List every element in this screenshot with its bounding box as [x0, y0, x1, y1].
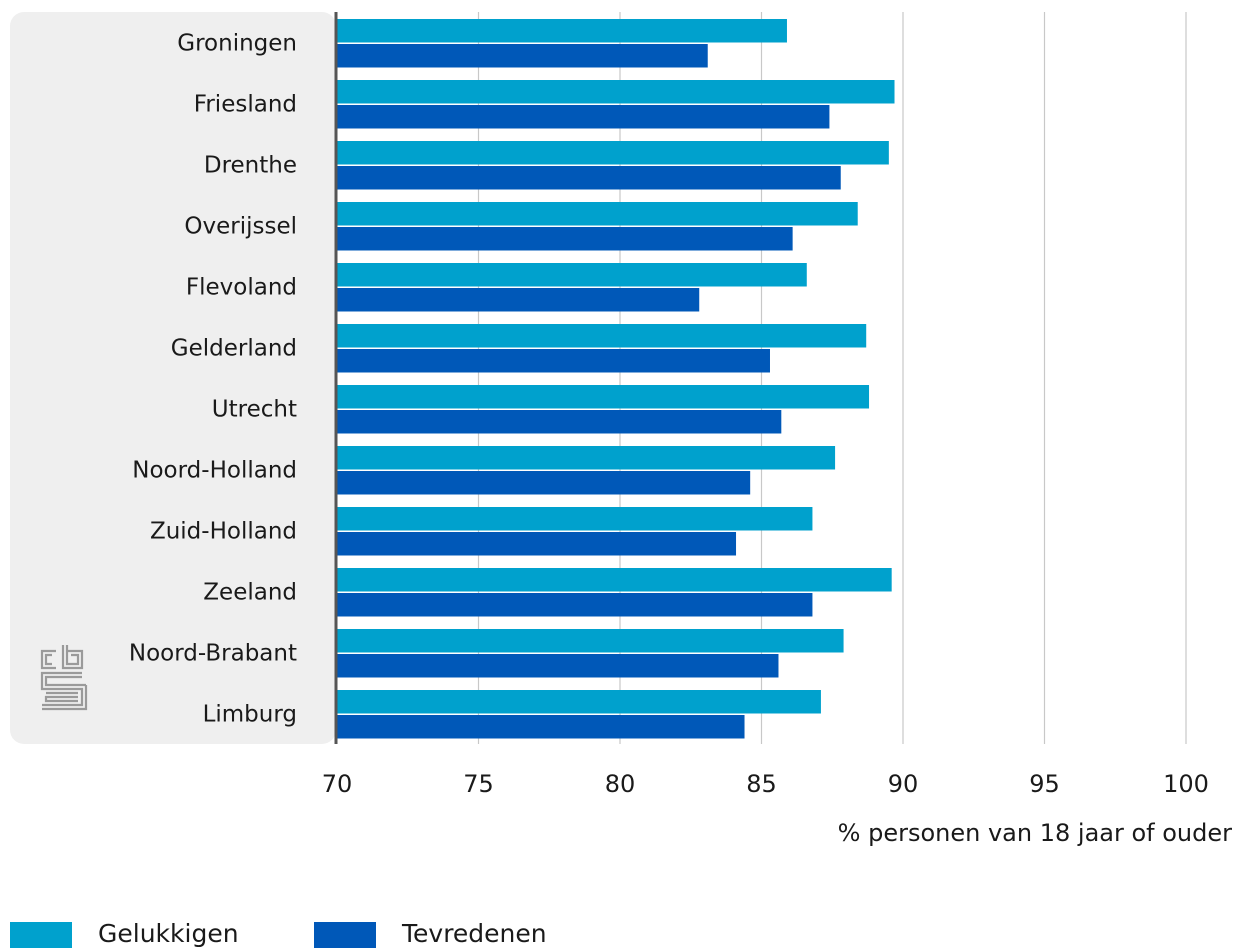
- x-tick-label: 70: [322, 770, 353, 798]
- bar-tevredenen-groningen: [337, 44, 708, 68]
- bar-gelukkigen-noord-holland: [337, 446, 836, 470]
- bar-gelukkigen-overijssel: [337, 202, 858, 226]
- bar-gelukkigen-drenthe: [337, 141, 889, 165]
- category-label-friesland: Friesland: [194, 92, 297, 118]
- bar-tevredenen-overijssel: [337, 227, 793, 251]
- bar-gelukkigen-limburg: [337, 690, 821, 714]
- category-label-zeeland: Zeeland: [203, 580, 297, 606]
- legend: Gelukkigen Tevredenen: [10, 919, 547, 948]
- category-label-panel: [10, 12, 336, 744]
- category-label-limburg: Limburg: [203, 702, 297, 728]
- bar-tevredenen-drenthe: [337, 166, 841, 190]
- category-label-zuid-holland: Zuid-Holland: [150, 519, 297, 545]
- category-label-flevoland: Flevoland: [186, 275, 297, 301]
- bar-gelukkigen-zuid-holland: [337, 507, 813, 531]
- legend-swatch-tevredenen: [314, 922, 376, 948]
- x-axis-title: % personen van 18 jaar of ouder: [838, 819, 1232, 847]
- x-tick-label: 80: [605, 770, 636, 798]
- category-label-overijssel: Overijssel: [184, 214, 297, 240]
- bar-tevredenen-utrecht: [337, 410, 782, 434]
- x-tick-labels: 70 75 80 85 90 95 100: [322, 770, 1209, 798]
- bar-gelukkigen-flevoland: [337, 263, 807, 287]
- x-tick-label: 100: [1163, 770, 1209, 798]
- category-label-utrecht: Utrecht: [212, 397, 297, 423]
- category-label-noord-brabant: Noord-Brabant: [129, 641, 297, 667]
- legend-label-gelukkigen: Gelukkigen: [98, 919, 239, 948]
- category-label-drenthe: Drenthe: [204, 153, 297, 179]
- x-tick-label: 75: [463, 770, 494, 798]
- legend-item-gelukkigen: Gelukkigen: [10, 919, 239, 948]
- bar-tevredenen-limburg: [337, 715, 745, 739]
- bars: [337, 19, 895, 739]
- cbs-logo: [40, 645, 88, 711]
- bar-tevredenen-zeeland: [337, 593, 813, 617]
- category-label-gelderland: Gelderland: [171, 336, 297, 362]
- category-label-groningen: Groningen: [177, 31, 297, 57]
- x-tick-label: 90: [888, 770, 919, 798]
- bar-gelukkigen-noord-brabant: [337, 629, 844, 653]
- bar-gelukkigen-gelderland: [337, 324, 867, 348]
- x-tick-label: 85: [746, 770, 777, 798]
- category-labels: Groningen Friesland Drenthe Overijssel Flevo…: [129, 31, 297, 728]
- legend-label-tevredenen: Tevredenen: [401, 919, 547, 948]
- bar-gelukkigen-zeeland: [337, 568, 892, 592]
- bar-tevredenen-friesland: [337, 105, 830, 129]
- bar-tevredenen-zuid-holland: [337, 532, 737, 556]
- bar-tevredenen-flevoland: [337, 288, 700, 312]
- legend-item-tevredenen: Tevredenen: [314, 919, 547, 948]
- bar-gelukkigen-utrecht: [337, 385, 870, 409]
- gridlines: [477, 12, 1187, 744]
- bar-gelukkigen-groningen: [337, 19, 787, 43]
- category-label-noord-holland: Noord-Holland: [132, 458, 297, 484]
- x-tick-label: 95: [1029, 770, 1060, 798]
- bar-gelukkigen-friesland: [337, 80, 895, 104]
- bar-tevredenen-noord-brabant: [337, 654, 779, 678]
- bar-tevredenen-gelderland: [337, 349, 770, 373]
- bar-tevredenen-noord-holland: [337, 471, 751, 495]
- legend-swatch-gelukkigen: [10, 922, 72, 948]
